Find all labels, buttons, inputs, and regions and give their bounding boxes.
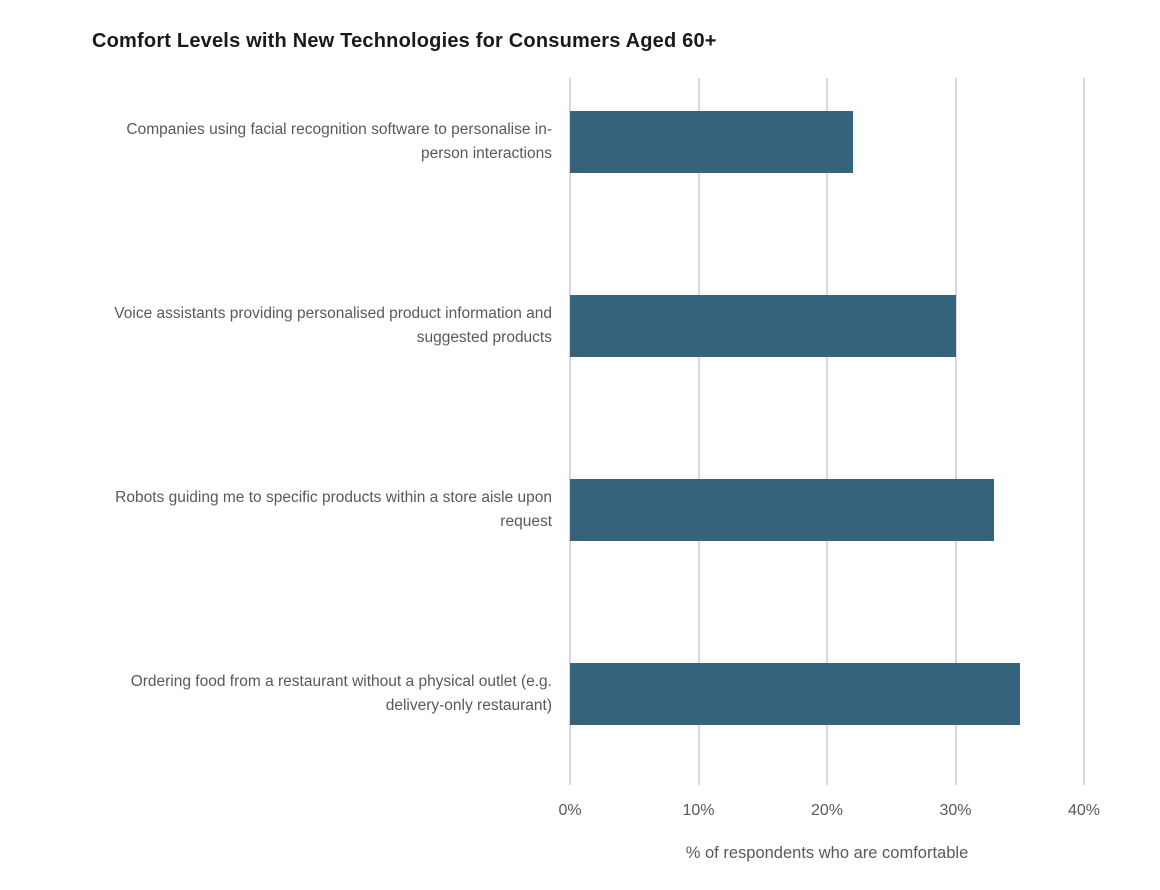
x-tick-2: 20%	[810, 802, 844, 819]
bar-1	[570, 294, 956, 357]
chart-title: Comfort Levels with New Technologies for…	[92, 30, 717, 52]
category-label-2: Robots guiding me to specific products w…	[115, 488, 552, 530]
y-axis-line	[569, 78, 571, 785]
category-label-1: Voice assistants providing personalised …	[114, 304, 552, 346]
x-tick-1: 10%	[682, 802, 715, 819]
category-label-0: Companies using facial recognition softw…	[126, 120, 552, 162]
gridline	[697, 78, 700, 785]
x-tick-0: 0%	[558, 802, 582, 819]
category-label-3: Ordering food from a restaurant without …	[130, 672, 552, 714]
plot-area	[569, 78, 1085, 785]
bar-2	[570, 478, 995, 541]
gridline	[826, 78, 828, 785]
bar-0	[570, 110, 853, 173]
x-tick-4: 40%	[1067, 802, 1101, 819]
gridline	[954, 78, 957, 785]
x-tick-3: 30%	[939, 802, 972, 819]
x-axis-title: % of respondents who are comfortable	[685, 844, 969, 862]
gridline	[1083, 78, 1085, 785]
bar-3	[570, 662, 1020, 725]
